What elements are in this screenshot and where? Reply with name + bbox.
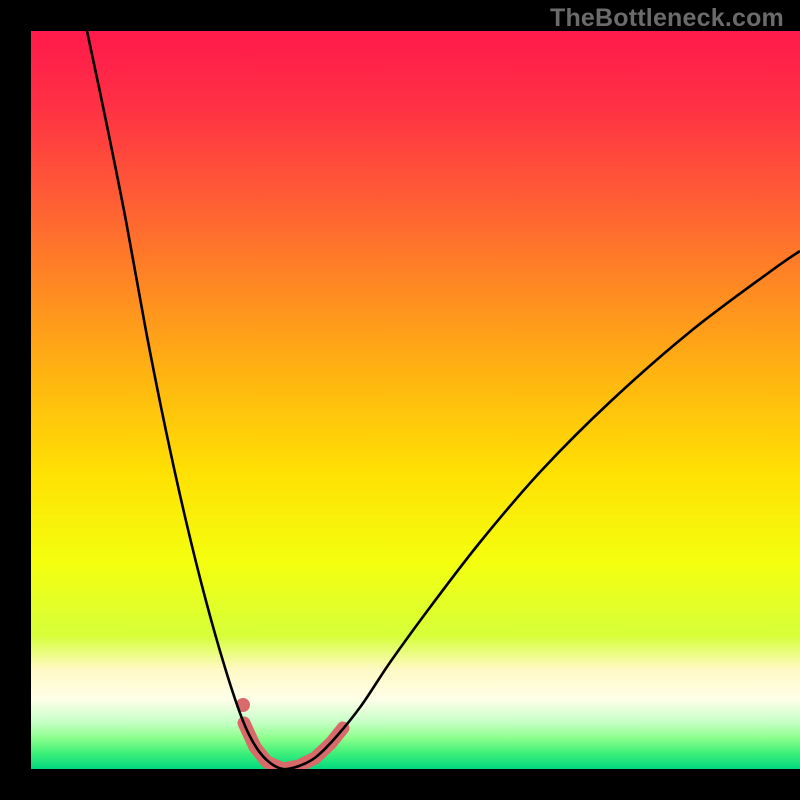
chart-stage: TheBottleneck.com <box>0 0 800 800</box>
gradient-background <box>31 31 800 769</box>
bottleneck-chart <box>0 0 800 800</box>
watermark-text: TheBottleneck.com <box>550 4 784 33</box>
